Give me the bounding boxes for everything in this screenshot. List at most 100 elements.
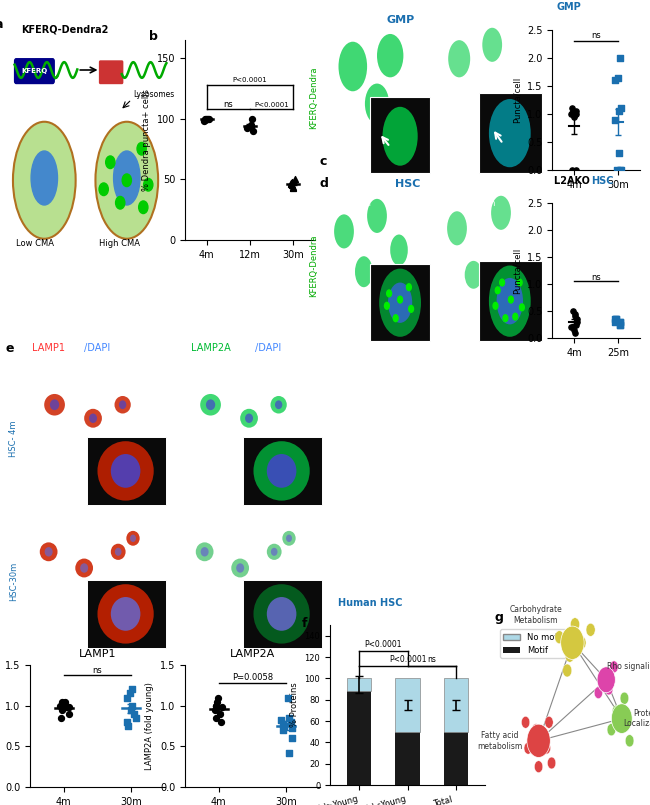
Circle shape — [534, 761, 543, 773]
Point — [279, 720, 289, 733]
Ellipse shape — [231, 559, 249, 577]
Circle shape — [99, 183, 109, 196]
Point — [127, 700, 137, 712]
Text: f: f — [302, 617, 307, 630]
Ellipse shape — [240, 409, 258, 427]
Ellipse shape — [382, 107, 418, 166]
FancyBboxPatch shape — [87, 437, 166, 505]
Circle shape — [625, 735, 634, 747]
Point — [60, 700, 71, 712]
Point — [287, 179, 297, 192]
Text: P<0.0001: P<0.0001 — [254, 101, 289, 108]
Circle shape — [513, 313, 517, 320]
Circle shape — [610, 661, 618, 673]
Circle shape — [532, 724, 540, 736]
Point — [571, 105, 581, 118]
Ellipse shape — [196, 543, 213, 561]
Point — [571, 318, 581, 331]
Y-axis label: % Dendra puncta+ cells: % Dendra puncta+ cells — [142, 89, 151, 191]
Ellipse shape — [286, 535, 292, 542]
Ellipse shape — [80, 564, 88, 572]
Text: GMP: GMP — [386, 15, 415, 25]
Point — [57, 696, 68, 708]
Text: GMP-30m: GMP-30m — [441, 31, 481, 40]
Ellipse shape — [254, 584, 309, 644]
Point — [615, 316, 625, 328]
Ellipse shape — [206, 399, 215, 411]
Point — [287, 722, 297, 735]
Point — [609, 74, 619, 87]
Ellipse shape — [114, 396, 131, 414]
Point — [283, 691, 293, 704]
Circle shape — [597, 667, 616, 692]
Ellipse shape — [489, 99, 530, 167]
Point — [614, 105, 625, 118]
Circle shape — [385, 303, 389, 309]
Ellipse shape — [111, 543, 125, 560]
Text: Carbohydrate
Metabolism: Carbohydrate Metabolism — [510, 605, 562, 625]
Circle shape — [545, 716, 553, 729]
Point — [616, 102, 627, 115]
Text: e: e — [5, 342, 14, 355]
Text: ns: ns — [427, 655, 436, 664]
Circle shape — [493, 303, 498, 309]
Point — [287, 175, 297, 188]
Point — [127, 683, 137, 696]
Circle shape — [116, 196, 125, 209]
Ellipse shape — [390, 234, 408, 266]
Ellipse shape — [266, 543, 281, 560]
Point — [567, 106, 577, 119]
Point — [123, 720, 133, 733]
Text: a: a — [0, 19, 3, 31]
Point — [286, 178, 296, 191]
Point — [288, 181, 298, 194]
Text: ns: ns — [591, 273, 601, 282]
Ellipse shape — [98, 441, 153, 501]
Circle shape — [623, 716, 631, 729]
Point — [616, 163, 626, 176]
Circle shape — [122, 174, 131, 187]
Text: KFERQ-Dendra: KFERQ-Dendra — [309, 66, 318, 129]
Ellipse shape — [40, 543, 57, 561]
Point — [60, 696, 70, 708]
Text: ns: ns — [224, 100, 233, 109]
Circle shape — [620, 692, 629, 704]
Circle shape — [406, 284, 411, 291]
Circle shape — [144, 179, 153, 191]
Point — [56, 712, 66, 724]
Text: Protein
Localization: Protein Localization — [623, 709, 650, 729]
Circle shape — [599, 668, 608, 680]
Point — [209, 704, 220, 716]
Ellipse shape — [126, 530, 140, 546]
Ellipse shape — [379, 269, 421, 336]
Circle shape — [547, 757, 556, 769]
Text: g: g — [495, 611, 503, 625]
Point — [570, 326, 580, 339]
Text: L2AKO-4m: L2AKO-4m — [328, 199, 371, 208]
Ellipse shape — [275, 400, 282, 409]
Point — [284, 746, 294, 759]
Ellipse shape — [119, 400, 126, 409]
Ellipse shape — [448, 40, 470, 77]
Text: HSC: HSC — [592, 176, 614, 186]
Point — [248, 125, 258, 138]
Point — [289, 180, 299, 193]
Point — [199, 115, 209, 128]
Point — [211, 696, 222, 708]
Circle shape — [561, 626, 584, 659]
Circle shape — [517, 279, 522, 286]
Text: Fatty acid
metabolism: Fatty acid metabolism — [477, 731, 522, 750]
Circle shape — [519, 304, 525, 311]
Point — [247, 113, 257, 126]
Point — [276, 714, 287, 727]
Text: LAMP2A: LAMP2A — [190, 343, 231, 353]
Y-axis label: LAMP2A (fold young): LAMP2A (fold young) — [146, 682, 154, 770]
Point — [614, 147, 624, 159]
Ellipse shape — [270, 396, 287, 414]
Point — [613, 71, 623, 84]
Text: P<0.0001: P<0.0001 — [365, 641, 402, 650]
Point — [612, 163, 622, 176]
Y-axis label: Puncta/cell: Puncta/cell — [512, 76, 521, 123]
Text: d: d — [320, 177, 329, 190]
Point — [571, 108, 581, 121]
